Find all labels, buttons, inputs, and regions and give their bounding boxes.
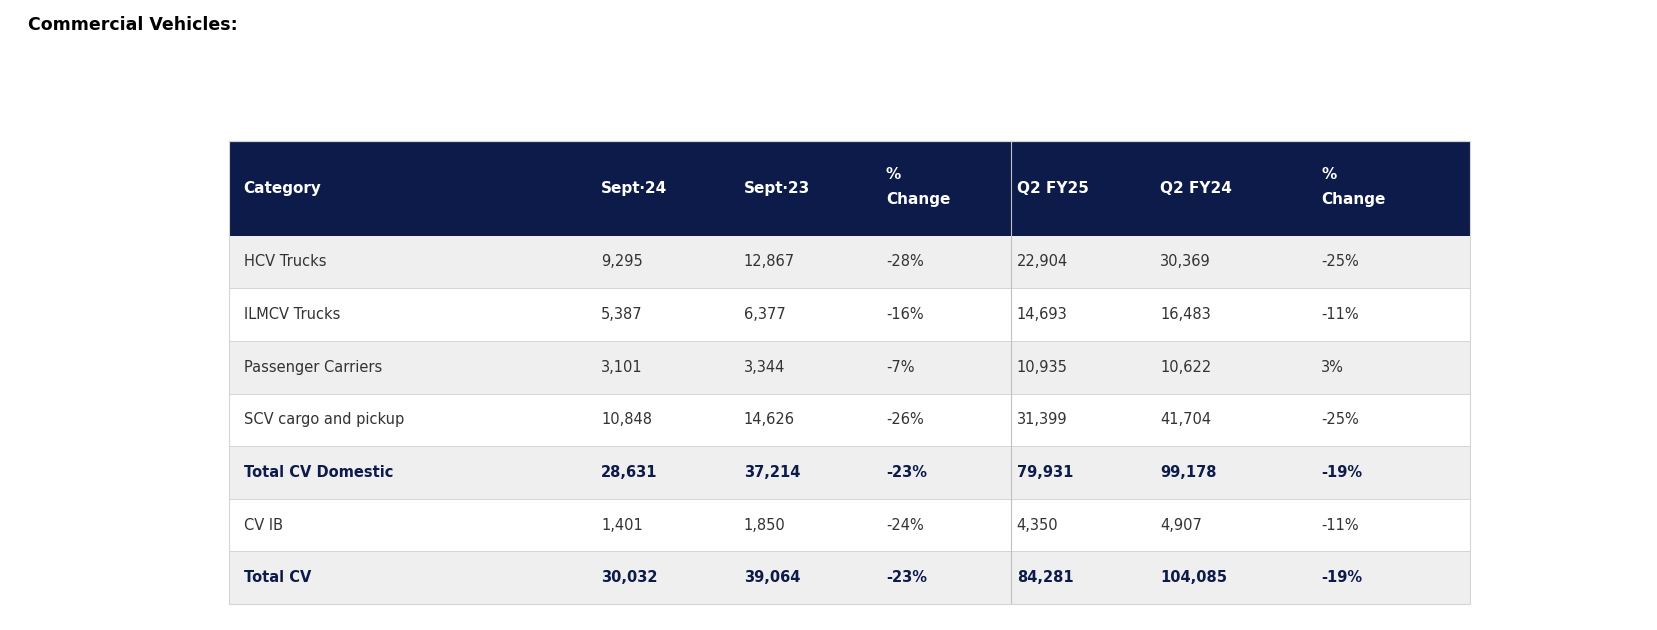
Text: 39,064: 39,064 xyxy=(744,570,800,585)
Text: -7%: -7% xyxy=(885,360,915,375)
Text: HCV Trucks: HCV Trucks xyxy=(244,255,326,270)
Text: 1,401: 1,401 xyxy=(600,518,643,533)
Text: Total CV Domestic: Total CV Domestic xyxy=(244,465,393,480)
Text: 16,483: 16,483 xyxy=(1160,307,1210,322)
Text: %: % xyxy=(885,168,901,182)
Text: -16%: -16% xyxy=(885,307,923,322)
Text: -26%: -26% xyxy=(885,413,923,427)
Text: 37,214: 37,214 xyxy=(744,465,800,480)
Bar xyxy=(229,551,1470,604)
Text: 30,032: 30,032 xyxy=(600,570,658,585)
Text: 14,626: 14,626 xyxy=(744,413,794,427)
Text: 41,704: 41,704 xyxy=(1160,413,1211,427)
Text: 22,904: 22,904 xyxy=(1016,255,1067,270)
Text: 6,377: 6,377 xyxy=(744,307,785,322)
Text: 84,281: 84,281 xyxy=(1016,570,1072,585)
Text: -25%: -25% xyxy=(1321,413,1359,427)
Text: -25%: -25% xyxy=(1321,255,1359,270)
Text: 4,907: 4,907 xyxy=(1160,518,1201,533)
Text: 79,931: 79,931 xyxy=(1016,465,1072,480)
Text: -23%: -23% xyxy=(885,465,926,480)
Text: Q2 FY24: Q2 FY24 xyxy=(1160,181,1231,196)
Text: CV IB: CV IB xyxy=(244,518,283,533)
Text: Sept‧24: Sept‧24 xyxy=(600,181,666,196)
Text: Change: Change xyxy=(885,192,949,207)
Text: 30,369: 30,369 xyxy=(1160,255,1210,270)
Text: 3%: 3% xyxy=(1321,360,1344,375)
Text: -11%: -11% xyxy=(1321,518,1359,533)
Bar xyxy=(229,341,1470,394)
Text: -23%: -23% xyxy=(885,570,926,585)
Text: 5,387: 5,387 xyxy=(600,307,643,322)
Text: -28%: -28% xyxy=(885,255,923,270)
Text: 3,101: 3,101 xyxy=(600,360,643,375)
Bar xyxy=(229,446,1470,499)
Text: 9,295: 9,295 xyxy=(600,255,643,270)
Text: 10,935: 10,935 xyxy=(1016,360,1067,375)
Text: 28,631: 28,631 xyxy=(600,465,658,480)
Text: 12,867: 12,867 xyxy=(744,255,794,270)
Text: 14,693: 14,693 xyxy=(1016,307,1067,322)
Text: Q2 FY25: Q2 FY25 xyxy=(1016,181,1089,196)
Bar xyxy=(229,394,1470,446)
Text: 3,344: 3,344 xyxy=(744,360,785,375)
Text: 99,178: 99,178 xyxy=(1160,465,1216,480)
Text: 1,850: 1,850 xyxy=(744,518,785,533)
Text: Category: Category xyxy=(244,181,321,196)
Text: Total CV: Total CV xyxy=(244,570,312,585)
Text: 10,622: 10,622 xyxy=(1160,360,1211,375)
Text: 31,399: 31,399 xyxy=(1016,413,1067,427)
Bar xyxy=(229,289,1470,341)
Text: ILMCV Trucks: ILMCV Trucks xyxy=(244,307,340,322)
Text: Commercial Vehicles:: Commercial Vehicles: xyxy=(28,16,239,34)
Text: -11%: -11% xyxy=(1321,307,1359,322)
Text: %: % xyxy=(1321,168,1336,182)
Text: SCV cargo and pickup: SCV cargo and pickup xyxy=(244,413,404,427)
Text: Passenger Carriers: Passenger Carriers xyxy=(244,360,381,375)
Text: Change: Change xyxy=(1321,192,1385,207)
Text: 4,350: 4,350 xyxy=(1016,518,1057,533)
Text: 104,085: 104,085 xyxy=(1160,570,1226,585)
Text: -19%: -19% xyxy=(1321,465,1362,480)
Bar xyxy=(229,499,1470,551)
Bar xyxy=(229,236,1470,289)
Bar xyxy=(229,141,1470,236)
Text: 10,848: 10,848 xyxy=(600,413,651,427)
Text: Sept‧23: Sept‧23 xyxy=(744,181,810,196)
Text: -24%: -24% xyxy=(885,518,923,533)
Text: -19%: -19% xyxy=(1321,570,1362,585)
